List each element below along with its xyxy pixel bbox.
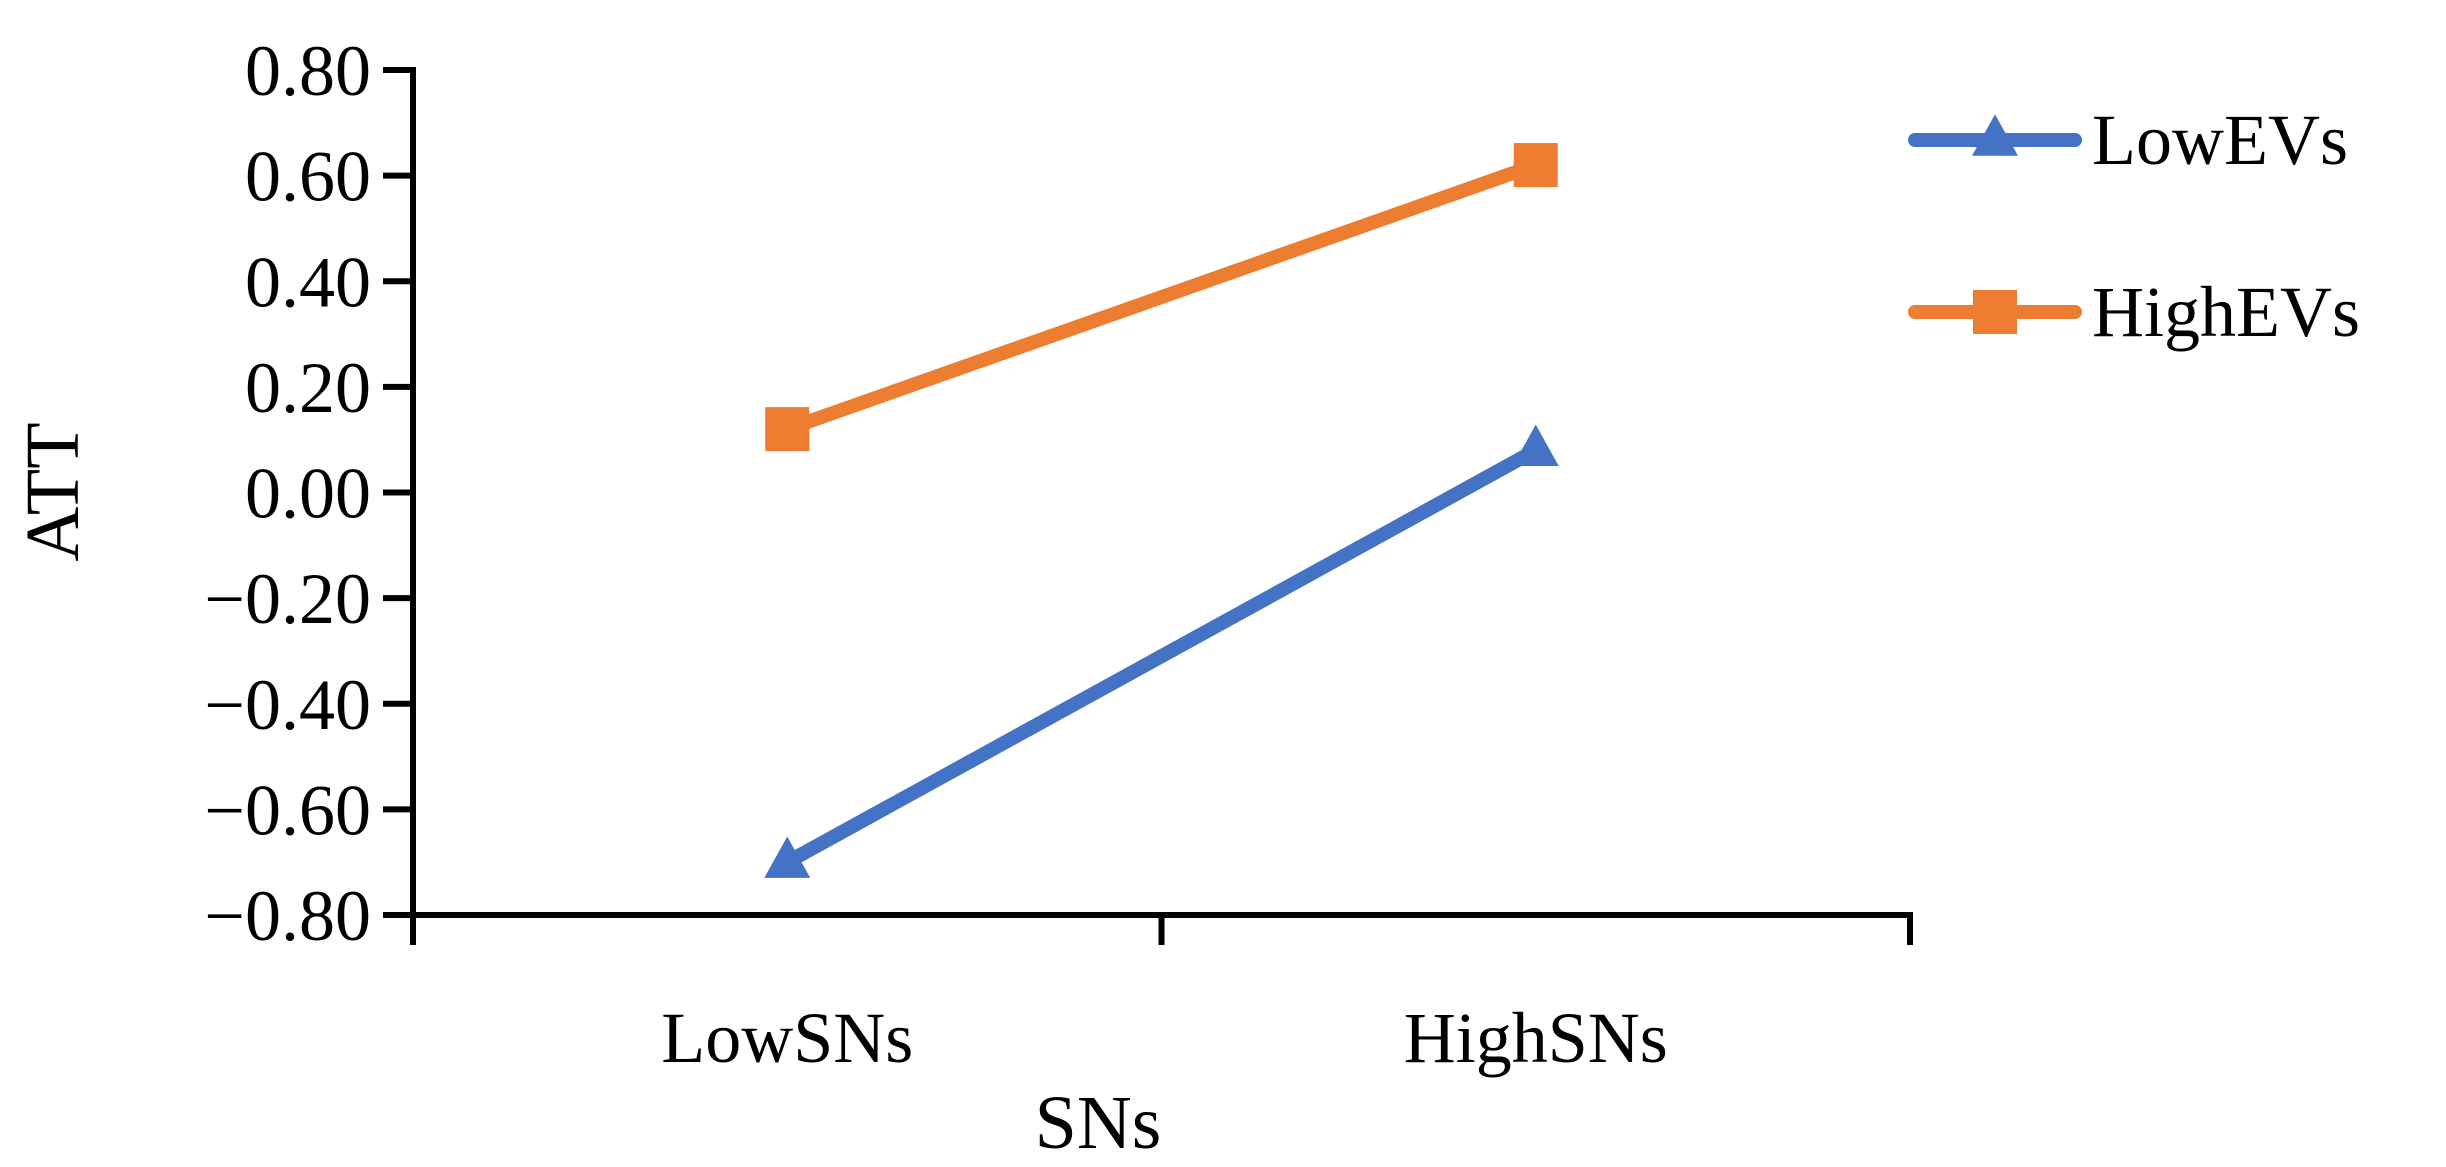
y-tick-label: −0.60 (204, 770, 371, 850)
data-point (764, 836, 811, 878)
legend-item: HighEVs (1908, 272, 2360, 352)
legend-marker (1972, 114, 2018, 156)
x-tick-label: LowSNs (661, 998, 913, 1078)
legend-label: LowEVs (2092, 100, 2348, 180)
x-axis: LowSNs HighSNs (410, 912, 1913, 1078)
y-tick-label: 0.20 (245, 348, 371, 428)
y-tick-label: −0.80 (204, 876, 371, 956)
y-tick-label: −0.20 (204, 559, 371, 639)
series-layer (764, 143, 1559, 878)
legend-marker (1973, 290, 2017, 334)
series-LowEVs (764, 424, 1559, 878)
data-point (1512, 424, 1559, 466)
y-tick-label: 0.40 (245, 242, 371, 322)
y-axis-title: ATT (11, 422, 95, 561)
x-axis-title: SNs (1035, 1081, 1162, 1165)
series-line (780, 158, 1543, 437)
series-line (780, 443, 1543, 870)
y-axis: 0.80 0.60 0.40 0.20 0.00 −0.20 −0.40 −0.60 −0.80 (204, 31, 416, 956)
y-tick-label: −0.40 (204, 665, 371, 745)
data-point (1513, 143, 1558, 188)
legend-label: HighEVs (2092, 272, 2360, 352)
y-tick-label: 0.80 (245, 31, 371, 111)
legend: LowEVs HighEVs (1908, 100, 2360, 352)
y-tick-label: 0.00 (245, 454, 371, 534)
y-tick-label: 0.60 (245, 137, 371, 217)
legend-item: LowEVs (1908, 100, 2348, 180)
series-HighEVs (765, 143, 1558, 452)
x-tick-label: HighSNs (1404, 998, 1668, 1078)
data-point (765, 407, 810, 452)
